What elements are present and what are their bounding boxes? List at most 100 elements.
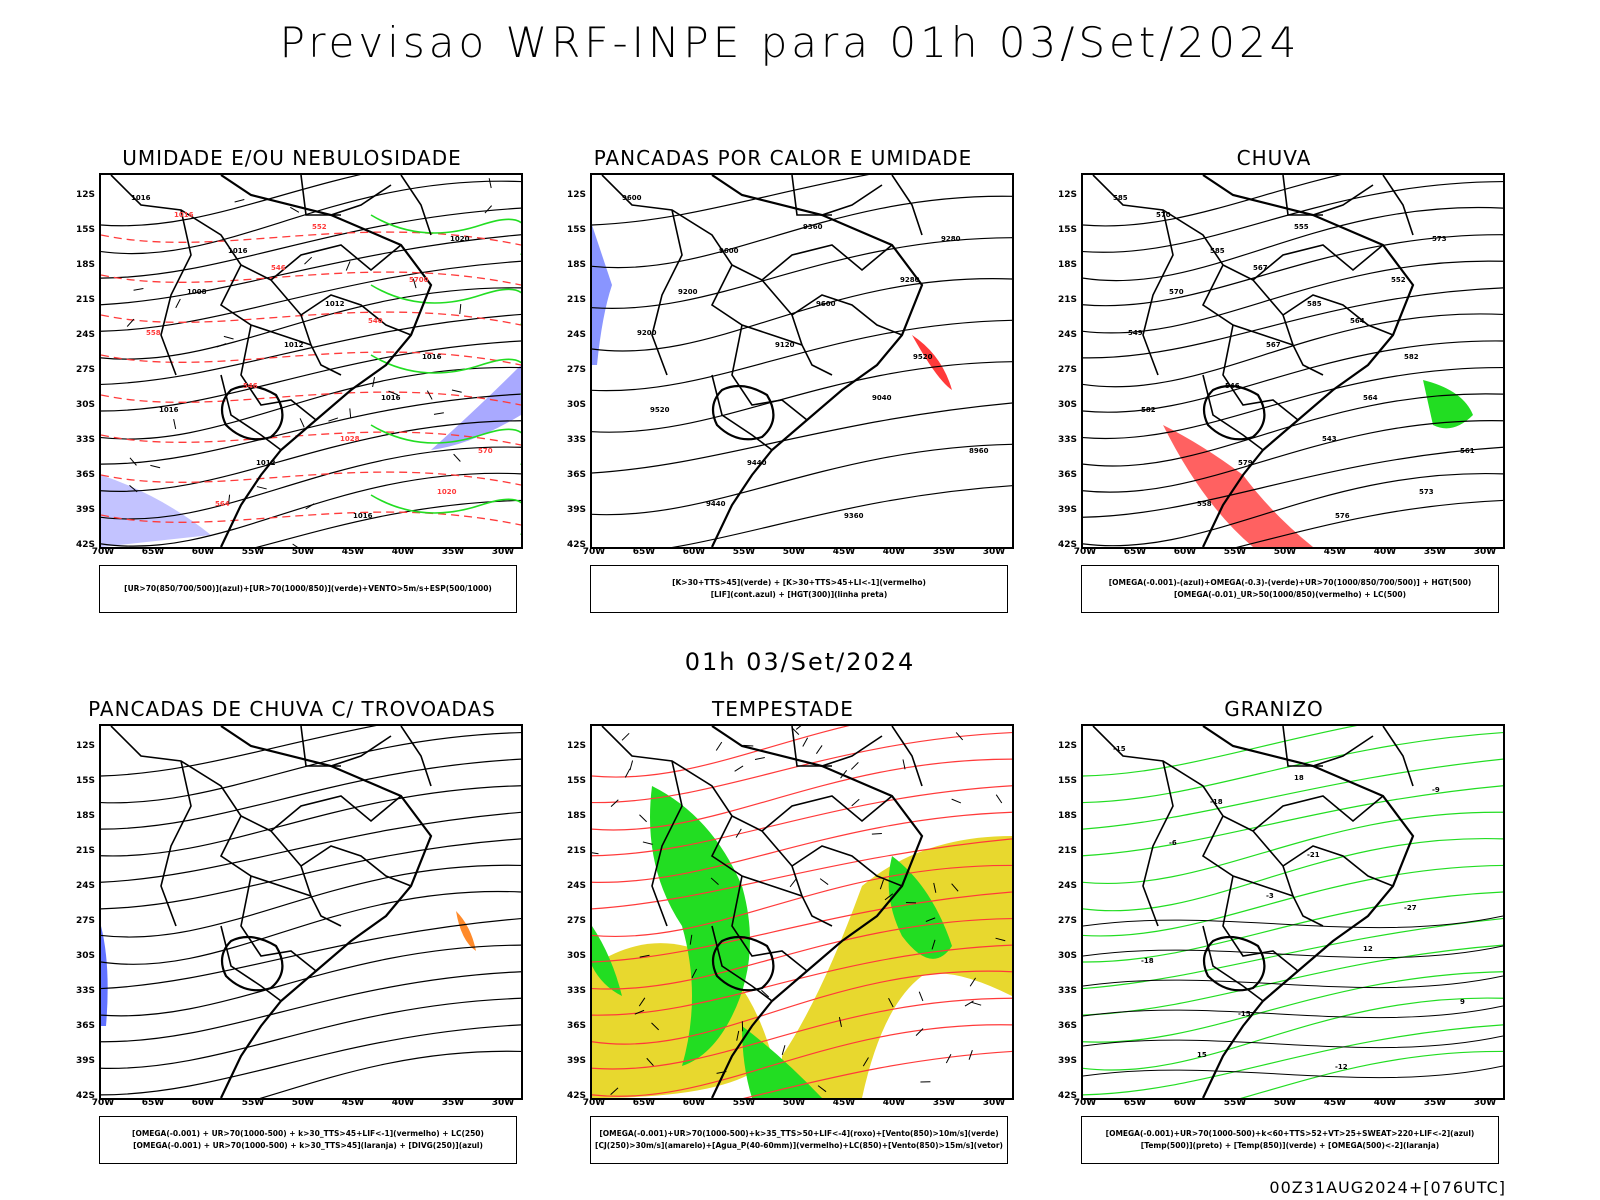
lat-tick-label: 27S — [1057, 916, 1077, 926]
wind-vector — [933, 882, 937, 893]
contour-line — [101, 207, 521, 279]
rain-area — [1163, 425, 1313, 547]
contour-line — [592, 997, 1012, 1070]
contour-line — [101, 838, 521, 910]
border-line — [300, 845, 412, 887]
contour-line — [592, 319, 1012, 392]
lon-tick-label: 40W — [882, 547, 906, 557]
border-line — [761, 795, 893, 832]
map-area: 9600 9600 9600 9520 9520 9440 9360 9280 9200 9120… — [590, 173, 1014, 549]
lat-tick-label: 12S — [75, 190, 95, 200]
legend-line: [CJ(250)>30m/s](amarelo)+[Agua_P(40-60mm… — [595, 1141, 1003, 1150]
wind-vector — [995, 937, 1006, 942]
contour-label: -18 — [1210, 798, 1223, 806]
lon-tick-label: 60W — [682, 547, 706, 557]
lat-tick-label: 21S — [566, 846, 586, 856]
contour-label: 8960 — [969, 447, 989, 455]
wind-vector — [761, 989, 770, 998]
border-line — [1222, 875, 1299, 972]
wind-vector — [328, 417, 339, 422]
wind-vector — [610, 799, 619, 808]
legend-line: [LIF](cont.azul) + [HGT(300)](linha pret… — [710, 590, 888, 599]
divergence-area — [101, 926, 108, 1026]
contour-line — [255, 499, 521, 547]
contour-line — [592, 891, 1012, 963]
contour-label: 1012 — [325, 300, 345, 308]
contour-label: -15 — [1238, 1010, 1251, 1018]
lat-tick-label: 39S — [1057, 505, 1077, 515]
border-line — [891, 175, 923, 236]
lon-tick-label: 30W — [491, 547, 515, 557]
coastline — [220, 726, 433, 1098]
contour-label: 9440 — [706, 500, 726, 508]
wind-vector — [223, 335, 234, 340]
temp500-line — [1083, 1035, 1503, 1049]
border-line — [601, 726, 833, 927]
wind-vector — [129, 457, 137, 466]
uruguay-outline — [1202, 935, 1266, 992]
wind-vector — [781, 1045, 786, 1056]
wind-vector — [888, 997, 894, 1008]
contour-line — [1083, 731, 1503, 804]
contour-line — [1083, 420, 1503, 493]
contour-line — [101, 234, 521, 306]
contour-label: 564 — [1350, 317, 1365, 325]
lat-tick-label: 39S — [75, 1056, 95, 1066]
wind-vector — [629, 760, 634, 771]
contour-label: 9280 — [900, 276, 920, 284]
wind-vector — [349, 408, 352, 419]
lon-tick-label: 65W — [141, 1098, 165, 1108]
lat-tick-label: 39S — [1057, 1056, 1077, 1066]
wind-vector — [484, 205, 493, 214]
wind-vector — [173, 419, 177, 430]
map-area: 585 585 585 582 582 579 576 573 570 567 564 561 558 5… — [1081, 173, 1505, 549]
border-line — [821, 184, 883, 216]
wind-vector — [838, 1017, 842, 1028]
wind-vector — [175, 298, 181, 309]
lon-tick-label: 30W — [491, 1098, 515, 1108]
humidity-line — [370, 494, 521, 535]
contour-line — [101, 785, 521, 857]
wind-vector — [216, 343, 227, 348]
border-line — [1092, 175, 1324, 376]
border-line — [601, 175, 833, 376]
lat-tick-label: 36S — [1057, 1021, 1077, 1031]
contour-label: 9360 — [803, 223, 823, 231]
contour-line — [1083, 917, 1503, 990]
lat-tick-label: 42S — [1057, 1091, 1077, 1101]
contour-label: 564 — [1363, 394, 1378, 402]
contour-label: 1012 — [256, 459, 276, 467]
thickness-line — [101, 271, 521, 286]
border-line — [821, 735, 883, 767]
contour-label: 570 — [1169, 288, 1184, 296]
map-svg: 9600 9600 9600 9520 9520 9440 9360 9280 9200 9120… — [592, 175, 1012, 547]
contour-label: 9520 — [913, 353, 933, 361]
contour-label: 9280 — [941, 235, 961, 243]
map-area — [99, 724, 523, 1100]
contour-label: -21 — [1307, 851, 1320, 859]
lat-tick-label: 15S — [566, 225, 586, 235]
lon-tick-label: 55W — [241, 547, 265, 557]
legend-line: [OMEGA(-0.001) + UR>70(1000-500) + k>30_… — [132, 1129, 484, 1138]
lon-tick-label: 30W — [1473, 547, 1497, 557]
longitude-axis: 70W 65W 60W 55W 50W 45W 40W 35W 30W — [1074, 547, 1505, 561]
contour-label: 1008 — [187, 288, 207, 296]
contour-line — [101, 446, 521, 520]
lon-tick-label: 35W — [932, 1098, 956, 1108]
longitude-axis: 70W 65W 60W 55W 50W 45W 40W 35W 30W — [92, 1098, 523, 1112]
lat-tick-label: 27S — [566, 916, 586, 926]
panel-granizo: GRANIZO 12S 15S 18S 21S 24S 27S 30S 33S 36S 39S 42S… — [1039, 697, 1509, 1167]
contour-label: 1016 — [422, 353, 442, 361]
lat-tick-label: 18S — [75, 260, 95, 270]
wind-vector — [851, 798, 860, 807]
lon-tick-label: 35W — [1423, 1098, 1447, 1108]
lat-tick-label: 30S — [1057, 951, 1077, 961]
uruguay-outline — [220, 935, 284, 992]
lon-tick-label: 65W — [141, 547, 165, 557]
wind-vector — [639, 814, 647, 823]
contour-label: 1016 — [353, 512, 373, 520]
wind-vector — [734, 765, 744, 772]
lon-tick-label: 50W — [291, 547, 315, 557]
contour-line — [592, 944, 1012, 1016]
contour-label: -18 — [1141, 957, 1154, 965]
